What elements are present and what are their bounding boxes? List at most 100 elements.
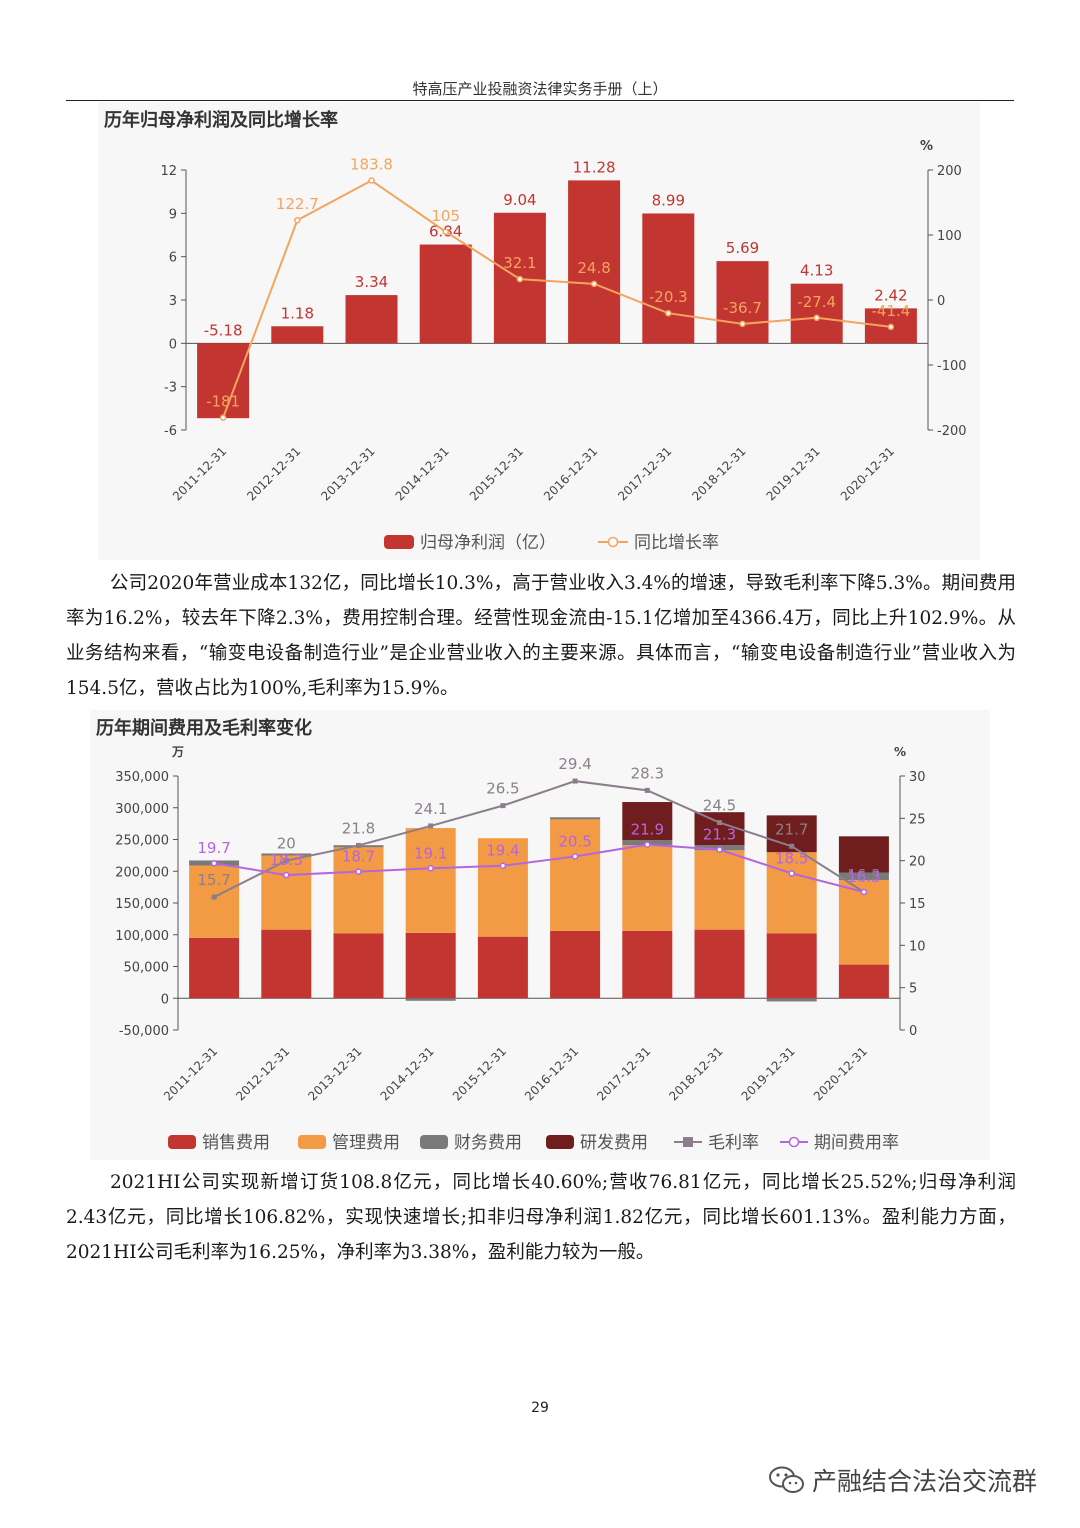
y-tick-label-left: 6 — [169, 251, 177, 266]
point-growth-rate — [516, 275, 524, 283]
x-tick-label: 2016-12-31 — [541, 444, 600, 503]
bar-net-profit — [419, 244, 472, 344]
paragraph-text: 公司2020年营业成本132亿，同比增长10.3%，高于营业收入3.4%的增速，… — [66, 573, 1016, 699]
line-data-label: 19.1 — [414, 844, 447, 862]
y-tick-label-right: 30 — [909, 770, 926, 785]
x-tick-label: 2020-12-31 — [838, 444, 897, 503]
point-period-expense-rate — [644, 841, 651, 848]
line-data-label: 16.3 — [847, 868, 880, 886]
legend-swatch — [298, 1135, 326, 1149]
x-tick-label: 2017-12-31 — [615, 444, 674, 503]
bar-admin-expense — [261, 854, 312, 930]
bar-sales-expense — [261, 929, 312, 999]
y-tick-label-left: 250,000 — [115, 834, 169, 849]
legend-marker-growth — [607, 536, 619, 548]
y-tick-label-right: -200 — [937, 424, 967, 439]
x-tick-label: 2013-12-31 — [305, 1044, 364, 1103]
line-data-label: -20.3 — [649, 288, 688, 306]
y-tick-label-left: -3 — [164, 381, 177, 396]
x-tick-label: 2011-12-31 — [170, 444, 229, 503]
y-tick-label-left: 0 — [169, 337, 177, 352]
line-data-label: 183.8 — [350, 156, 393, 174]
point-gross-margin — [356, 842, 361, 848]
legend-label: 管理费用 — [332, 1133, 400, 1153]
running-header: 特高压产业投融资法律实务手册（上） — [412, 80, 668, 98]
bar-net-profit — [271, 326, 324, 344]
line-growth-rate — [222, 179, 892, 419]
x-tick-label: 2017-12-31 — [594, 1044, 653, 1103]
watermark: 产融结合法治交流群 — [768, 1462, 1037, 1498]
point-growth-rate — [219, 414, 227, 421]
bar-admin-expense — [477, 838, 528, 937]
line-data-label: 29.4 — [558, 755, 591, 773]
line-data-label: 16.3 — [847, 866, 880, 884]
bar-net-profit — [345, 295, 398, 344]
paragraph-1: 公司2020年营业成本132亿，同比增长10.3%，高于营业收入3.4%的增速，… — [66, 566, 1016, 706]
point-gross-margin — [789, 843, 795, 849]
point-period-expense-rate — [427, 865, 434, 872]
bar-finance-expense — [766, 998, 817, 1002]
y-tick-label-left: 100,000 — [115, 929, 169, 944]
legend-swatch — [420, 1135, 448, 1149]
y-tick-label-right: 100 — [937, 229, 962, 244]
line-data-label: -36.7 — [723, 299, 762, 317]
line-data-label: -41.4 — [871, 302, 910, 320]
x-tick-label: 2019-12-31 — [764, 444, 823, 503]
line-data-label: 26.5 — [486, 780, 519, 798]
point-gross-margin — [211, 894, 217, 900]
bar-data-label: 4.13 — [800, 262, 833, 280]
bar-sales-expense — [189, 937, 240, 999]
bar-sales-expense — [405, 932, 456, 999]
bar-admin-expense — [550, 818, 601, 931]
bar-finance-expense — [838, 872, 889, 881]
line-data-label: 20.5 — [558, 832, 591, 850]
y-tick-label-right: -100 — [937, 359, 967, 374]
line-data-label: 21.8 — [342, 819, 375, 837]
x-tick-label: 2012-12-31 — [244, 444, 303, 503]
line-gross-margin — [213, 780, 865, 898]
x-tick-label: 2015-12-31 — [467, 444, 526, 503]
x-tick-label: 2020-12-31 — [811, 1044, 870, 1103]
bar-finance-expense — [261, 853, 312, 856]
point-gross-margin — [500, 803, 506, 809]
bar-net-profit — [197, 343, 250, 419]
point-growth-rate — [887, 323, 895, 331]
chart-period-expenses-svg: -50,000 0 50,000 100,000 150,000 200,000 250,0… — [115, 745, 926, 1153]
y-tick-label-right: 0 — [937, 294, 945, 309]
point-growth-rate — [665, 309, 672, 317]
y-axis-right-unit: % — [920, 139, 933, 154]
legend-label: 研发费用 — [580, 1133, 648, 1153]
line-data-label: 122.7 — [276, 195, 319, 213]
point-period-expense-rate — [788, 870, 795, 877]
bar-net-profit — [642, 213, 695, 344]
line-data-label: 19.7 — [197, 839, 230, 857]
legend-label: 销售费用 — [202, 1133, 270, 1153]
y-tick-label-left: 12 — [160, 164, 177, 179]
bar-admin-expense — [622, 845, 673, 931]
bar-data-label: 8.99 — [652, 191, 685, 209]
y-tick-label-right: 5 — [909, 982, 917, 997]
page-number: 29 — [531, 1400, 549, 1416]
bar-data-label: 1.18 — [281, 304, 314, 322]
y-tick-label-left: -6 — [164, 424, 177, 439]
x-tick-label: 2016-12-31 — [522, 1044, 581, 1103]
x-tick-label: 2015-12-31 — [450, 1044, 509, 1103]
y-tick-label-left: 150,000 — [115, 897, 169, 912]
y-tick-label-right: 200 — [937, 164, 962, 179]
line-data-label: 15.7 — [197, 871, 230, 889]
line-data-label: -27.4 — [797, 293, 836, 311]
bar-net-profit — [568, 180, 621, 344]
legend-label: 归母净利润（亿） — [420, 533, 556, 553]
point-growth-rate — [590, 280, 598, 288]
bar-sales-expense — [694, 929, 745, 999]
legend-swatch-net-profit — [384, 535, 414, 549]
bar-sales-expense — [766, 933, 817, 999]
point-period-expense-rate — [571, 853, 579, 860]
bar-admin-expense — [405, 828, 456, 933]
bar-admin-expense — [189, 865, 240, 938]
y-tick-label-left: 300,000 — [115, 802, 169, 817]
bar-sales-expense — [333, 933, 384, 999]
bar-finance-expense — [550, 817, 601, 820]
line-data-label: 19.4 — [486, 842, 519, 860]
legend-label: 同比增长率 — [634, 533, 719, 553]
